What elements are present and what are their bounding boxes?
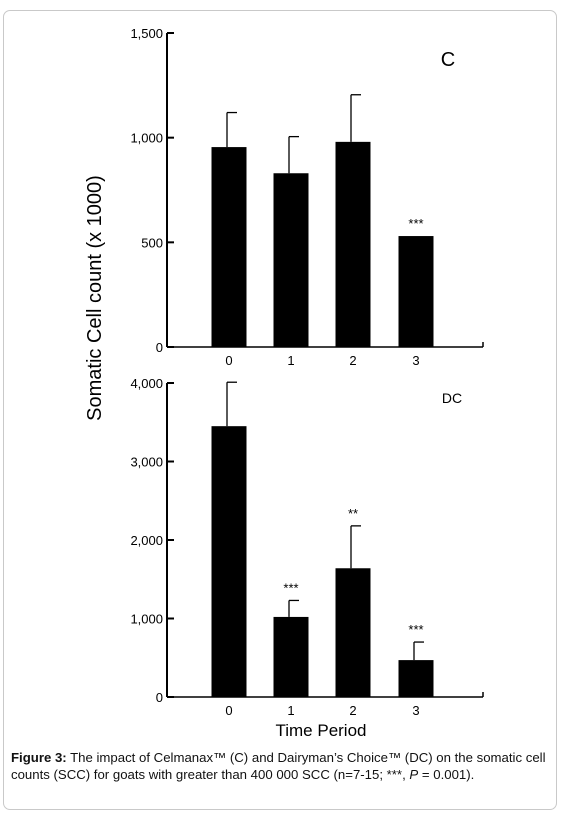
y-tick-label: 500 bbox=[141, 235, 163, 250]
y-tick-label: 0 bbox=[156, 340, 163, 355]
bar bbox=[211, 147, 247, 347]
x-axis-label: Time Period bbox=[275, 721, 366, 740]
y-axis-label: Somatic Cell count (x 1000) bbox=[84, 175, 106, 421]
figure-caption: Figure 3: The impact of Celmanax™ (C) an… bbox=[11, 749, 551, 783]
y-tick-label: 0 bbox=[156, 690, 163, 705]
bar bbox=[335, 141, 371, 347]
x-tick-label: 2 bbox=[349, 703, 356, 718]
x-tick-label: 0 bbox=[225, 703, 232, 718]
caption-text-1: The impact of Celmanax™ (C) and Dairyman… bbox=[11, 750, 546, 782]
y-tick-label: 1,000 bbox=[130, 131, 163, 146]
chart-panel-2: 0 1,000 2,000 3,000 4,000 0 1 *** 2 ** 3 *** DC bbox=[130, 376, 484, 718]
x-tick-label: 2 bbox=[349, 353, 356, 368]
bar bbox=[398, 236, 434, 347]
x-tick-label: 1 bbox=[287, 353, 294, 368]
panel-label: C bbox=[441, 49, 455, 71]
caption-text-2: = 0.001). bbox=[418, 767, 475, 782]
bar bbox=[273, 173, 309, 347]
caption-label: Figure 3: bbox=[11, 750, 67, 765]
y-tick-label: 2,000 bbox=[130, 533, 163, 548]
bar bbox=[273, 616, 309, 697]
caption-p-symbol: P bbox=[409, 767, 419, 782]
y-tick-label: 3,000 bbox=[130, 455, 163, 470]
x-tick-label: 3 bbox=[412, 353, 419, 368]
significance-label: ** bbox=[348, 506, 358, 521]
y-tick-label: 4,000 bbox=[130, 376, 163, 391]
bar bbox=[211, 426, 247, 697]
bar bbox=[335, 568, 371, 697]
significance-label: *** bbox=[408, 216, 423, 231]
significance-label: *** bbox=[283, 580, 298, 595]
x-tick-label: 3 bbox=[412, 703, 419, 718]
y-tick-label: 1,500 bbox=[130, 26, 163, 41]
y-tick-label: 1,000 bbox=[130, 612, 163, 627]
chart-panel-1: 0 500 1,000 1,500 0 1 2 3 *** C bbox=[130, 26, 484, 368]
x-tick-label: 0 bbox=[225, 353, 232, 368]
panel-label: DC bbox=[442, 390, 462, 406]
bar bbox=[398, 660, 434, 697]
x-tick-label: 1 bbox=[287, 703, 294, 718]
significance-label: *** bbox=[408, 622, 423, 637]
